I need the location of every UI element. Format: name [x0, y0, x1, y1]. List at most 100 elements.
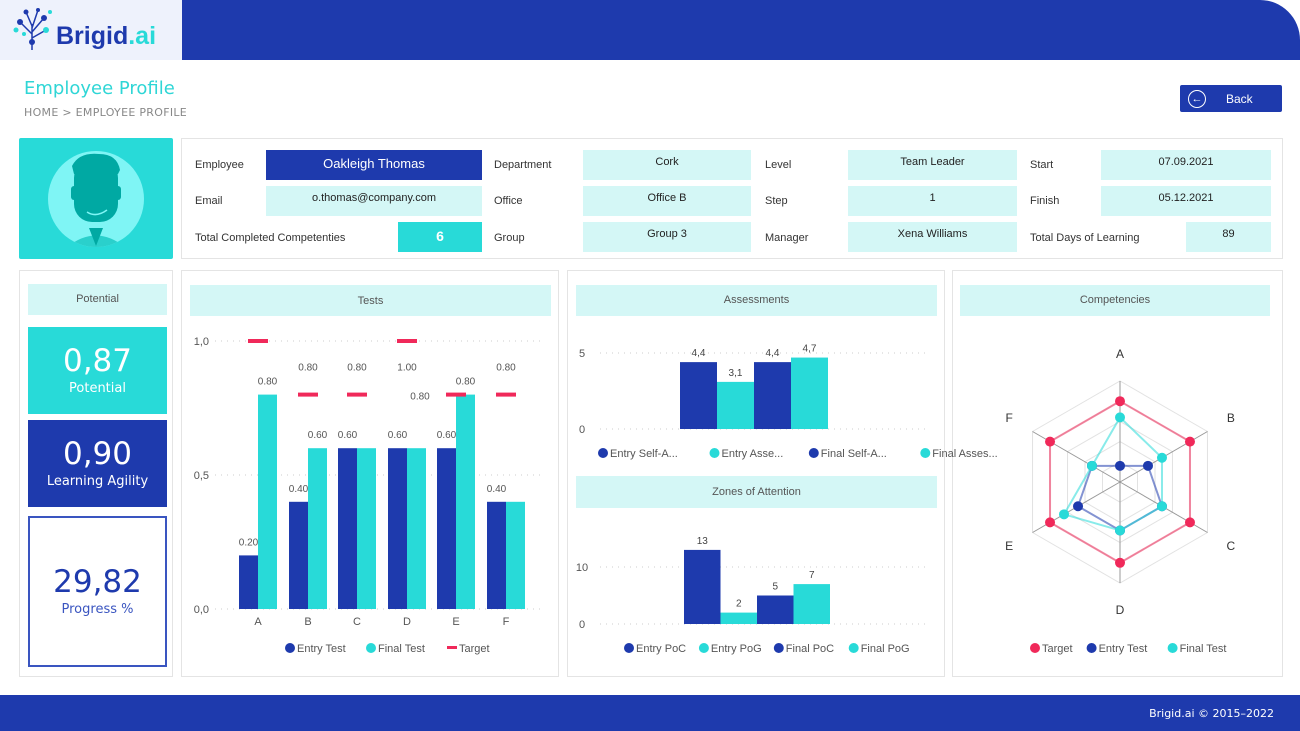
radar-axis-label: E — [1005, 539, 1013, 553]
finish-value: 05.12.2021 — [1101, 186, 1271, 216]
brand-name: Brigid.ai — [56, 22, 157, 50]
department-label: Department — [494, 159, 552, 171]
competencies-panel: Competencies — [952, 270, 1283, 677]
tests-legend-label: Target — [459, 643, 490, 655]
radar-point — [1045, 517, 1056, 528]
zones-y-tick: 10 — [576, 562, 588, 574]
radar-legend-label: Final Test — [1180, 643, 1227, 655]
radar-legend-label: Target — [1042, 643, 1073, 655]
tests-bar-final — [456, 394, 475, 609]
employee-name: Oakleigh Thomas — [266, 150, 482, 180]
breadcrumb[interactable]: HOME > EMPLOYEE PROFILE — [24, 106, 188, 119]
zones-y-tick: 0 — [579, 619, 585, 631]
potential-value: 0,87 — [62, 343, 133, 379]
progress-label: Progress % — [61, 602, 134, 617]
tests-bar-entry — [239, 555, 258, 609]
tests-bar-entry — [487, 501, 506, 609]
level-value: Team Leader — [848, 150, 1017, 180]
zones-data-label: 13 — [697, 536, 709, 547]
tests-data-label: 0.80 — [410, 392, 430, 403]
tests-data-label: 0.40 — [487, 484, 507, 495]
tests-target-mark — [347, 392, 367, 397]
back-label: Back — [1226, 91, 1253, 106]
zones-data-label: 2 — [736, 599, 742, 610]
assessments-legend-label: Entry Asse... — [722, 448, 784, 460]
tests-bar-entry — [388, 448, 407, 609]
tests-data-label: 0.80 — [347, 363, 367, 374]
tests-data-label: 0.60 — [338, 430, 358, 441]
radar-point — [1059, 509, 1070, 520]
tests-legend-label: Final Test — [378, 643, 425, 655]
assessments-legend-label: Final Asses... — [932, 448, 997, 460]
zones-legend-label: Final PoG — [861, 643, 910, 655]
tests-bar-entry — [437, 448, 456, 609]
assessments-y-tick: 0 — [579, 424, 585, 436]
radar-point — [1142, 460, 1153, 471]
tests-legend-marker — [447, 646, 457, 649]
manager-label: Manager — [765, 232, 809, 244]
assessments-data-label: 3,1 — [729, 368, 743, 379]
agility-label: Learning Agility — [46, 474, 149, 489]
tests-target-mark — [397, 339, 417, 343]
footer-copyright: Brigid.ai © 2015–2022 — [1149, 707, 1274, 720]
back-button[interactable]: ← Back — [1180, 85, 1282, 112]
tests-data-label: 1.00 — [397, 363, 417, 374]
zones-legend-marker — [698, 643, 709, 653]
tree-logo-icon — [13, 8, 52, 50]
radar-legend-marker — [1086, 643, 1097, 653]
tests-title: Tests — [190, 285, 551, 316]
tests-x-tick: A — [254, 616, 262, 628]
radar-point — [1115, 412, 1125, 423]
group-label: Group — [494, 232, 525, 244]
zones-data-label: 5 — [772, 582, 778, 593]
step-label: Step — [765, 195, 788, 207]
tests-data-label: 0.80 — [456, 377, 476, 388]
tests-target-mark — [298, 392, 318, 397]
tests-data-label: 0.60 — [308, 430, 328, 441]
radar-point — [1184, 517, 1195, 528]
assessments-data-label: 4,4 — [692, 348, 706, 359]
assessments-bar — [791, 357, 828, 429]
tests-x-tick: D — [403, 616, 411, 628]
assessments-legend-marker — [598, 448, 608, 458]
agility-value: 0,90 — [62, 436, 133, 472]
radar-point — [1156, 452, 1167, 463]
days-value: 89 — [1186, 222, 1271, 252]
agility-card: 0,90 Learning Agility — [28, 420, 167, 507]
office-value: Office B — [583, 186, 751, 216]
assessments-bar — [717, 381, 754, 429]
radar-axis-label: F — [1005, 411, 1012, 425]
zones-bar — [720, 612, 757, 624]
tests-x-tick: B — [304, 616, 311, 628]
progress-value: 29,82 — [53, 564, 142, 600]
zones-data-label: 7 — [809, 570, 815, 581]
zones-legend-marker — [848, 643, 859, 653]
tests-bar-entry — [289, 501, 308, 609]
zones-legend-label: Entry PoC — [636, 643, 686, 655]
assessments-legend-marker — [808, 448, 819, 458]
group-value: Group 3 — [583, 222, 751, 252]
competencies-title: Competencies — [960, 285, 1270, 316]
level-label: Level — [765, 159, 792, 171]
radar-axis-label: A — [1116, 347, 1124, 361]
assessments-legend-marker — [920, 448, 931, 458]
zones-title: Zones of Attention — [576, 476, 937, 508]
tests-data-label: 0.20 — [239, 537, 259, 548]
tests-data-label: 0.80 — [298, 363, 318, 374]
radar-point — [1184, 436, 1195, 447]
tests-legend-marker — [285, 643, 295, 653]
employee-label: Employee — [195, 159, 244, 171]
radar-legend-label: Entry Test — [1099, 643, 1148, 655]
progress-card: 29,82 Progress % — [28, 516, 167, 667]
assessments-data-label: 4,7 — [803, 344, 817, 355]
radar-point — [1045, 436, 1056, 447]
zones-bar — [684, 549, 721, 624]
assessments-y-tick: 5 — [579, 348, 585, 360]
tests-data-label: 0.60 — [388, 430, 408, 441]
tests-bar-final — [357, 448, 376, 609]
zones-bar — [793, 584, 830, 624]
tests-data-label: 0.60 — [437, 430, 457, 441]
tests-bar-final — [258, 394, 277, 609]
zones-bar — [757, 595, 794, 624]
tests-target-mark — [248, 339, 268, 343]
